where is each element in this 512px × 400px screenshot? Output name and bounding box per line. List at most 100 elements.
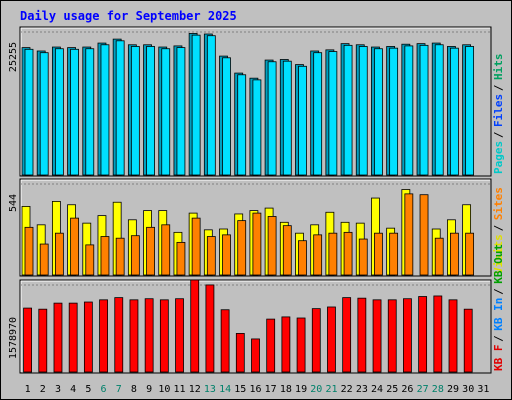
bar-visits-sites-day-15 [237,220,247,276]
bar-hits-files-day-30 [465,46,475,176]
legend-item-kb-f: KB F [492,345,505,372]
bar-visits-sites-day-18 [282,225,292,276]
x-tick-label-day-21: 21 [325,384,337,395]
bar-kbytes-kb-f-day-7 [114,297,124,373]
x-tick-label-day-28: 28 [432,384,444,395]
x-tick-label-day-25: 25 [386,384,398,395]
bar-kbytes-kb-f-day-28 [433,295,443,373]
bar-visits-sites-day-20 [313,234,323,276]
bar-visits-sites-day-19 [298,240,307,276]
max-value-label: 544 [8,194,19,212]
bar-hits-files-day-5 [85,48,95,176]
x-tick-label-day-6: 6 [101,384,107,395]
x-axis: 1 2 3 4 5 6 7 8 9 10 11 12 13 14 15 16 17 18 19 20 21 22 23 24 2… [25,384,490,395]
x-tick-label-day-7: 7 [116,384,122,395]
bar-visits-sites-day-22 [343,231,353,276]
bar-kbytes-kb-f-day-20 [311,308,321,373]
x-tick-label-day-29: 29 [447,384,459,395]
bar-visits-sites-day-9 [146,226,155,276]
bar-hits-files-day-23 [358,46,368,176]
bar-visits-sites-day-7 [115,237,125,276]
legend-separator: / [492,335,505,342]
x-tick-label-day-9: 9 [146,384,152,395]
bar-hits-files-day-18 [282,60,292,176]
panel-hits: 25255 Pages / Files / Hits [8,26,505,177]
bar-kbytes-kb-f-day-27 [418,296,428,373]
bar-hits-files-day-4 [70,48,79,176]
bar-kbytes-kb-f-day-17 [266,318,276,373]
bar-visits-sites-day-21 [328,232,338,276]
bar-hits-files-day-28 [434,44,444,176]
bar-hits-files-day-1 [24,48,34,176]
x-tick-label-day-8: 8 [131,384,137,395]
bar-kbytes-kb-f-day-26 [403,298,412,373]
x-tick-label-day-3: 3 [55,384,61,395]
bar-hits-files-day-22 [343,44,353,176]
chart-title: Daily usage for September 2025 [20,9,237,23]
bar-kbytes-kb-f-day-16 [251,338,260,373]
bar-visits-sites-day-1 [24,226,34,276]
bar-hits-files-day-14 [222,57,231,176]
bar-hits-files-day-3 [54,48,64,176]
bar-visits-sites-day-11 [176,241,186,276]
x-tick-label-day-10: 10 [158,384,170,395]
bar-visits-sites-day-29 [450,232,459,276]
x-tick-label-day-16: 16 [249,384,261,395]
x-tick-label-day-18: 18 [280,384,292,395]
x-tick-label-day-22: 22 [341,384,353,395]
bar-kbytes-kb-f-day-19 [296,317,306,373]
legend-hits: Pages / Files / Hits [492,54,505,175]
bar-hits-files-day-25 [389,47,399,176]
bar-visits-sites-day-28 [434,237,444,276]
bar-hits-files-day-26 [404,45,414,176]
x-tick-label-day-17: 17 [265,384,277,395]
x-tick-label-day-26: 26 [401,384,413,395]
bar-hits-files-day-20 [313,52,323,176]
bar-kbytes-kb-f-day-30 [463,308,473,373]
legend-visits: Visits / Sites [492,187,505,274]
x-tick-label-day-11: 11 [174,384,186,395]
x-tick-label-day-13: 13 [204,384,216,395]
bar-kbytes-kb-f-day-11 [175,298,184,373]
x-tick-label-day-31: 31 [477,384,489,395]
bar-visits-sites-day-13 [206,236,216,276]
bar-hits-files-day-11 [176,47,186,176]
bar-kbytes-kb-f-day-4 [68,302,78,373]
bar-visits-sites-day-24 [374,232,383,276]
bar-kbytes-kb-f-day-2 [38,308,48,373]
bar-visits-sites-day-25 [389,232,399,276]
x-tick-label-day-19: 19 [295,384,307,395]
bar-kbytes-kb-f-day-21 [327,306,336,373]
bar-hits-files-day-13 [206,35,216,176]
bar-kbytes-kb-f-day-3 [53,302,63,373]
bar-kbytes-kb-f-day-15 [235,333,245,373]
bar-visits-sites-day-10 [161,224,171,276]
x-tick-label-day-2: 2 [40,384,46,395]
legend-item-files: Files [492,94,505,127]
bar-kbytes-kb-f-day-23 [357,297,367,373]
bar-kbytes-kb-f-day-9 [144,298,154,373]
bar-hits-files-day-27 [419,44,429,176]
bar-hits-files-day-24 [374,48,383,176]
x-tick-label-day-30: 30 [462,384,474,395]
bar-visits-sites-day-23 [358,238,368,276]
bar-hits-files-day-10 [161,48,171,176]
legend-item-pages: Pages [492,141,505,174]
legend-item-visits: Visits [492,234,505,274]
bar-kbytes-kb-f-day-22 [342,297,352,373]
x-tick-label-day-12: 12 [189,384,201,395]
bar-hits-files-day-17 [267,61,277,176]
x-tick-label-day-15: 15 [234,384,246,395]
max-value-label: 1578970 [8,317,19,359]
x-tick-label-day-1: 1 [25,384,31,395]
x-tick-label-day-27: 27 [417,384,429,395]
bar-hits-files-day-16 [252,79,262,176]
legend-separator: / [492,225,505,232]
bar-hits-files-day-7 [115,40,125,176]
bar-kbytes-kb-f-day-1 [23,307,32,373]
x-tick-label-day-24: 24 [371,384,383,395]
bar-hits-files-day-2 [39,52,49,176]
x-tick-label-day-20: 20 [310,384,322,395]
bar-visits-sites-day-4 [70,217,79,276]
